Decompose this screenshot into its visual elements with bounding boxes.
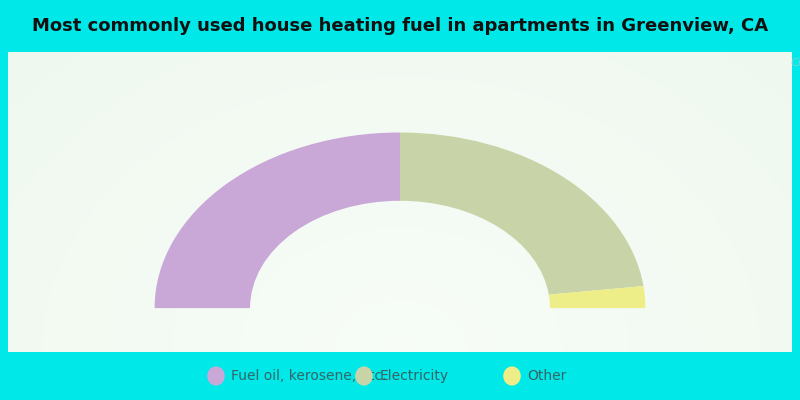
Text: Fuel oil, kerosene, etc.: Fuel oil, kerosene, etc. — [231, 369, 386, 383]
Ellipse shape — [207, 366, 225, 386]
Text: Most commonly used house heating fuel in apartments in Greenview, CA: Most commonly used house heating fuel in… — [32, 17, 768, 35]
Wedge shape — [549, 286, 646, 308]
Ellipse shape — [355, 366, 373, 386]
Wedge shape — [400, 132, 643, 295]
Text: City-Data.com: City-Data.com — [791, 58, 800, 68]
Ellipse shape — [503, 366, 521, 386]
Text: Other: Other — [527, 369, 566, 383]
Wedge shape — [154, 132, 400, 308]
Text: Electricity: Electricity — [379, 369, 448, 383]
